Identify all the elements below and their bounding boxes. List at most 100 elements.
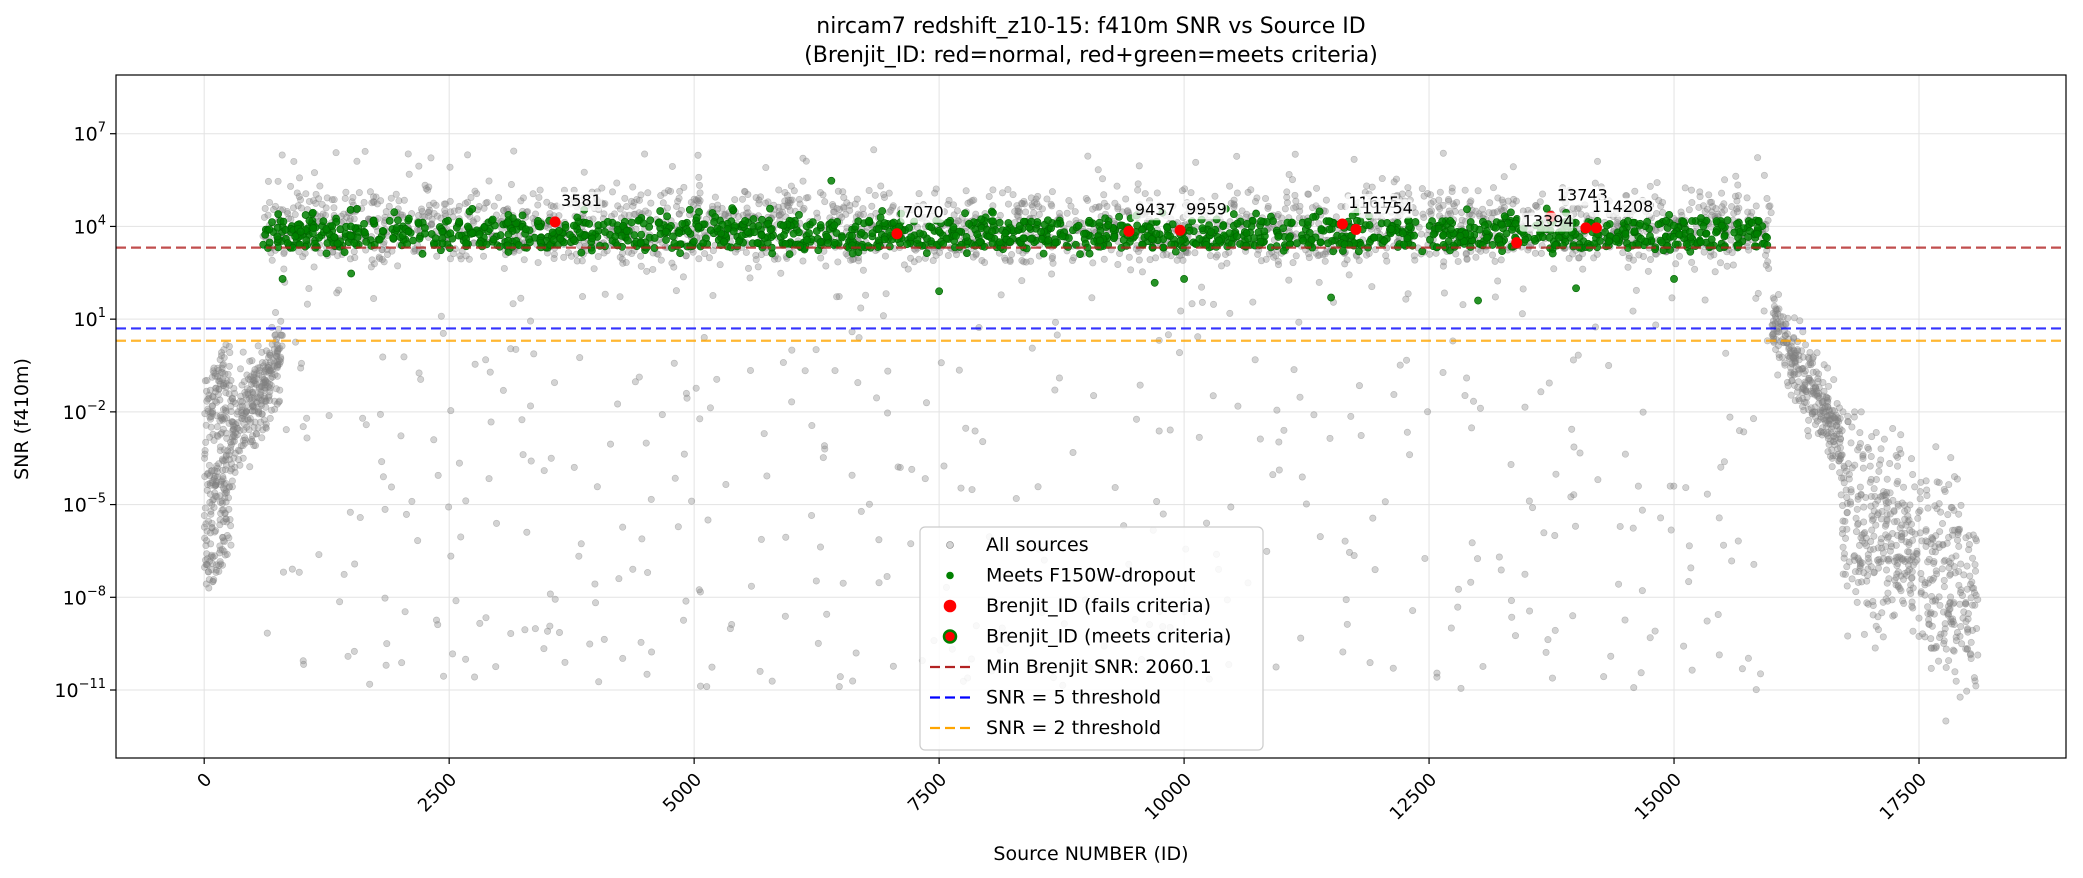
all-sources-point <box>674 197 682 205</box>
all-sources-point <box>1883 566 1891 574</box>
all-sources-point <box>212 566 220 574</box>
all-sources-point <box>302 190 310 198</box>
all-sources-point <box>647 199 655 207</box>
all-sources-point <box>204 480 212 488</box>
all-sources-point <box>1854 492 1862 500</box>
all-sources-point <box>1285 276 1293 284</box>
all-sources-point <box>205 517 213 525</box>
all-sources-point <box>312 190 320 198</box>
all-sources-point <box>1251 356 1259 364</box>
all-sources-point <box>880 191 888 199</box>
all-sources-point <box>1382 252 1390 260</box>
all-sources-point <box>1177 307 1185 315</box>
all-sources-point <box>1734 537 1742 545</box>
all-sources-point <box>271 397 279 405</box>
all-sources-point <box>788 398 796 406</box>
all-sources-point <box>786 199 794 207</box>
all-sources-point <box>258 401 266 409</box>
all-sources-point <box>1289 259 1297 267</box>
all-sources-point <box>1708 198 1716 206</box>
all-sources-point <box>1919 630 1927 638</box>
all-sources-point <box>870 146 878 154</box>
all-sources-point <box>1273 406 1281 414</box>
all-sources-point <box>342 188 350 196</box>
all-sources-point <box>641 150 649 158</box>
all-sources-point <box>219 475 227 483</box>
all-sources-point <box>1927 635 1935 643</box>
all-sources-point <box>671 474 679 482</box>
all-sources-point <box>1262 255 1270 263</box>
all-sources-point <box>1275 466 1283 474</box>
f150w-dropout-point <box>808 218 817 227</box>
all-sources-point <box>1264 202 1272 210</box>
all-sources-point <box>1630 684 1638 692</box>
all-sources-point <box>857 304 865 312</box>
all-sources-point <box>217 368 225 376</box>
all-sources-point <box>577 540 585 548</box>
all-sources-point <box>1551 532 1559 540</box>
all-sources-point <box>227 460 235 468</box>
all-sources-point <box>1870 568 1878 576</box>
f150w-dropout-point <box>1418 247 1427 256</box>
all-sources-point <box>1853 505 1861 513</box>
all-sources-point <box>966 198 974 206</box>
all-sources-point <box>1176 349 1184 357</box>
all-sources-point <box>703 683 711 691</box>
all-sources-point <box>1734 181 1742 189</box>
all-sources-point <box>250 394 258 402</box>
all-sources-point <box>273 352 281 360</box>
all-sources-point <box>1001 254 1009 262</box>
all-sources-point <box>1378 175 1386 183</box>
all-sources-point <box>1688 666 1696 674</box>
all-sources-point <box>663 204 671 212</box>
f150w-dropout-point <box>878 207 887 215</box>
all-sources-point <box>204 469 212 477</box>
all-sources-point <box>1509 163 1517 171</box>
all-sources-point <box>212 527 220 535</box>
all-sources-point <box>643 670 651 678</box>
all-sources-point <box>1447 210 1455 218</box>
all-sources-point <box>1917 478 1925 486</box>
all-sources-point <box>1963 687 1971 695</box>
all-sources-point <box>1738 665 1746 673</box>
all-sources-point <box>972 210 980 218</box>
all-sources-point <box>679 273 687 281</box>
all-sources-point <box>647 495 655 503</box>
all-sources-point <box>214 432 222 440</box>
all-sources-point <box>482 199 490 207</box>
all-sources-point <box>1264 204 1272 212</box>
all-sources-point <box>433 212 441 220</box>
all-sources-point <box>260 368 268 376</box>
all-sources-point <box>1819 378 1827 386</box>
all-sources-point <box>500 206 508 214</box>
all-sources-point <box>212 481 220 489</box>
all-sources-point <box>1787 368 1795 376</box>
all-sources-point <box>670 359 678 367</box>
all-sources-point <box>215 366 223 374</box>
all-sources-point <box>575 552 583 560</box>
all-sources-point <box>1067 202 1075 210</box>
all-sources-point <box>202 556 210 564</box>
all-sources-point <box>1265 250 1273 258</box>
all-sources-point <box>221 494 229 502</box>
all-sources-point <box>1462 249 1470 257</box>
all-sources-point <box>1350 552 1358 560</box>
all-sources-point <box>1672 260 1680 268</box>
all-sources-point <box>1715 651 1723 659</box>
all-sources-point <box>1577 210 1585 218</box>
all-sources-point <box>200 523 208 531</box>
f150w-dropout-point <box>1429 230 1438 239</box>
all-sources-point <box>201 410 209 418</box>
all-sources-point <box>201 472 209 480</box>
all-sources-point <box>1760 307 1768 315</box>
all-sources-point <box>260 375 268 383</box>
all-sources-point <box>216 549 224 557</box>
all-sources-point <box>1879 633 1887 641</box>
all-sources-point <box>752 194 760 202</box>
all-sources-point <box>1754 289 1762 297</box>
all-sources-point <box>1899 556 1907 564</box>
all-sources-point <box>1021 200 1029 208</box>
all-sources-point <box>688 497 696 505</box>
f150w-dropout-point <box>1051 238 1060 247</box>
f150w-dropout-point <box>934 226 943 235</box>
